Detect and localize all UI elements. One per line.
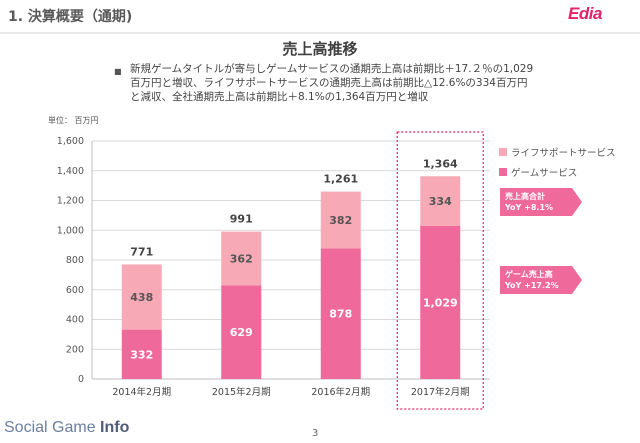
y-tick-label: 1,200 <box>57 196 84 207</box>
summary-text: 新規ゲームタイトルが寄与しゲームサービスの通期売上高は前期比＋17.２％の1,0… <box>130 63 534 103</box>
page-number: 3 <box>312 428 319 439</box>
total-data-label: 771 <box>130 245 153 258</box>
y-tick-label: 1,600 <box>57 136 84 147</box>
total-data-label: 1,364 <box>423 157 458 170</box>
y-tick-label: 800 <box>66 255 84 266</box>
bar-game-service <box>121 329 162 379</box>
legend-swatch <box>499 168 507 176</box>
callout-arrow-shape <box>500 188 582 216</box>
callout-text: ゲーム売上高 <box>505 269 553 279</box>
callout-text: YoY +17.2% <box>504 281 559 290</box>
segment-data-label: 362 <box>230 253 253 266</box>
callout-text: YoY +8.1% <box>504 203 553 212</box>
legend-label: ライフサポートサービス <box>511 148 616 159</box>
segment-data-label: 334 <box>429 195 452 208</box>
y-tick-label: 600 <box>66 285 84 296</box>
bar-life-support <box>320 191 361 249</box>
segment-data-label: 1,029 <box>423 296 458 309</box>
header-divider <box>0 32 640 34</box>
segment-data-label: 332 <box>130 348 153 361</box>
yoy-callout: ゲーム売上高 YoY +17.2% <box>500 266 582 294</box>
y-tick-label: 1,400 <box>57 166 84 177</box>
x-tick-label: 2017年2月期 <box>411 386 470 398</box>
legend-label: ゲームサービス <box>511 167 577 179</box>
bar-life-support <box>420 176 461 226</box>
total-data-label: 1,261 <box>323 173 358 186</box>
x-tick-label: 2016年2月期 <box>311 386 370 398</box>
yoy-callout: 売上高合計 YoY +8.1% <box>500 188 582 216</box>
callout-text: 売上高合計 <box>505 191 545 201</box>
section-title: 1. 決算概要（通期) <box>8 9 133 25</box>
y-tick-label: 1,000 <box>57 225 84 236</box>
legend-swatch <box>499 148 507 156</box>
bullet-square-icon: ■ <box>114 67 122 76</box>
footer-brand-bold: Info <box>100 419 130 436</box>
bar-game-service <box>420 225 461 379</box>
unit-label: 単位： 百万円 <box>48 116 99 125</box>
segment-data-label: 438 <box>130 291 153 304</box>
slide-title: 売上高推移 <box>282 40 358 58</box>
segment-data-label: 382 <box>329 214 352 227</box>
company-logo: Edia <box>568 4 602 23</box>
highlight-box <box>396 131 484 410</box>
x-tick-label: 2014年2月期 <box>112 386 171 398</box>
bar-game-service <box>221 285 262 379</box>
callout-arrow-shape <box>500 266 582 294</box>
segment-data-label: 878 <box>329 308 352 321</box>
y-tick-label: 200 <box>66 344 84 355</box>
y-tick-label: 400 <box>66 315 84 326</box>
total-data-label: 991 <box>230 213 253 226</box>
footer-brand-light: Social Game <box>4 419 101 436</box>
footer-brand-logo: Social Game Info <box>4 419 129 437</box>
bar-life-support <box>121 264 162 330</box>
header-bar: 1. 決算概要（通期) Edia <box>0 0 640 34</box>
bar-life-support <box>221 231 262 286</box>
bar-game-service <box>320 248 361 379</box>
y-tick-label: 0 <box>78 374 84 385</box>
segment-data-label: 629 <box>230 326 253 339</box>
x-tick-label: 2015年2月期 <box>212 386 271 398</box>
